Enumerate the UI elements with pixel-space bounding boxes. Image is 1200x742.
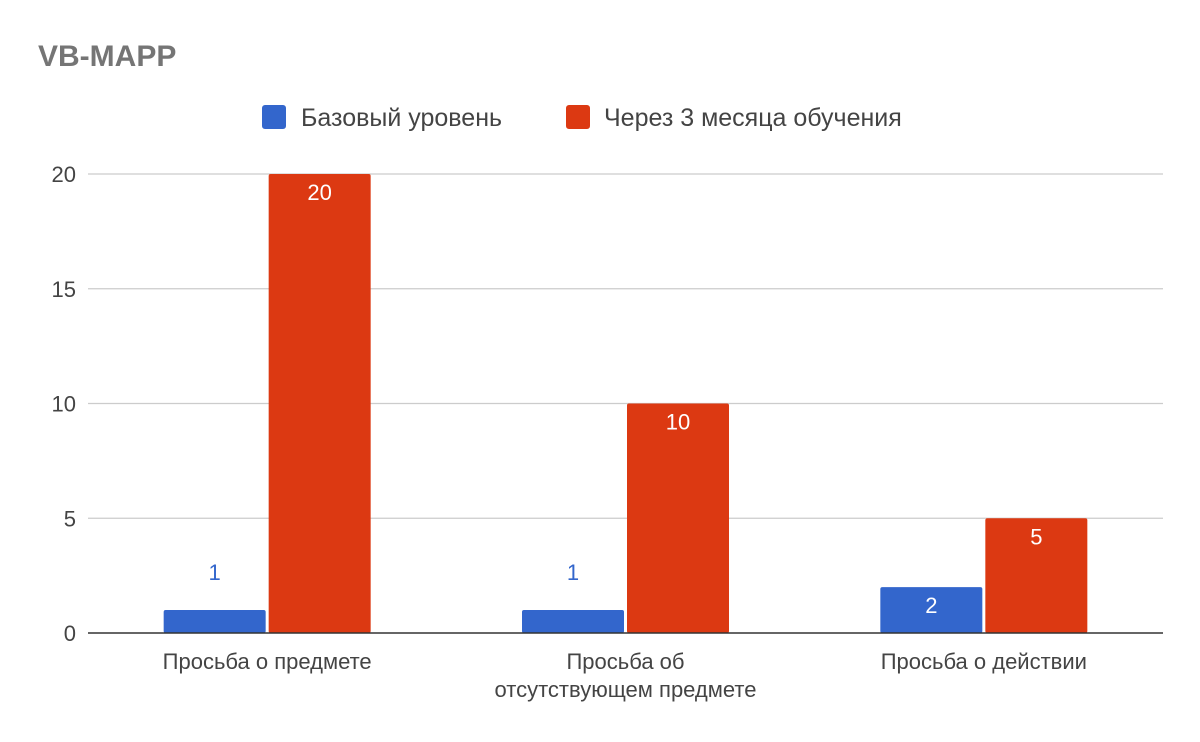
- legend-label-2: Через 3 месяца обучения: [604, 104, 902, 132]
- data-label: 2: [925, 593, 937, 618]
- bar-1-3: [880, 587, 983, 633]
- bar-2-1: [268, 174, 371, 633]
- bar-2-2: [627, 403, 729, 633]
- y-tick-label: 15: [52, 277, 76, 302]
- legend-label-1: Базовый уровень: [301, 104, 502, 132]
- bar-1-1: [163, 610, 266, 633]
- y-tick-label: 10: [52, 392, 76, 417]
- bar-1-2: [522, 610, 624, 633]
- bars: 1 20 1 10 2 5: [163, 174, 1088, 633]
- y-tick-label: 0: [64, 621, 76, 646]
- legend-swatch-2: [566, 105, 590, 129]
- bar-2-3: [985, 518, 1088, 633]
- y-axis: 0 5 10 15 20: [52, 162, 76, 646]
- legend: Базовый уровень Через 3 месяца обучения: [262, 104, 902, 132]
- data-label: 1: [567, 560, 579, 585]
- chart-title: VB-MAPP: [38, 40, 176, 73]
- x-category-label: Просьба об: [566, 649, 684, 674]
- data-label: 20: [307, 180, 331, 205]
- y-tick-label: 20: [52, 162, 76, 187]
- legend-swatch-1: [262, 105, 286, 129]
- x-category-label: отсутствующем предмете: [495, 677, 757, 702]
- x-axis: Просьба о предмете Просьба об отсутствующе…: [88, 632, 1163, 702]
- x-category-label: Просьба о действии: [881, 649, 1087, 674]
- y-tick-label: 5: [64, 506, 76, 531]
- data-label: 5: [1030, 524, 1042, 549]
- data-label: 10: [666, 410, 690, 435]
- gridlines: [88, 173, 1163, 519]
- x-category-label: Просьба о предмете: [163, 649, 372, 674]
- data-label: 1: [209, 560, 221, 585]
